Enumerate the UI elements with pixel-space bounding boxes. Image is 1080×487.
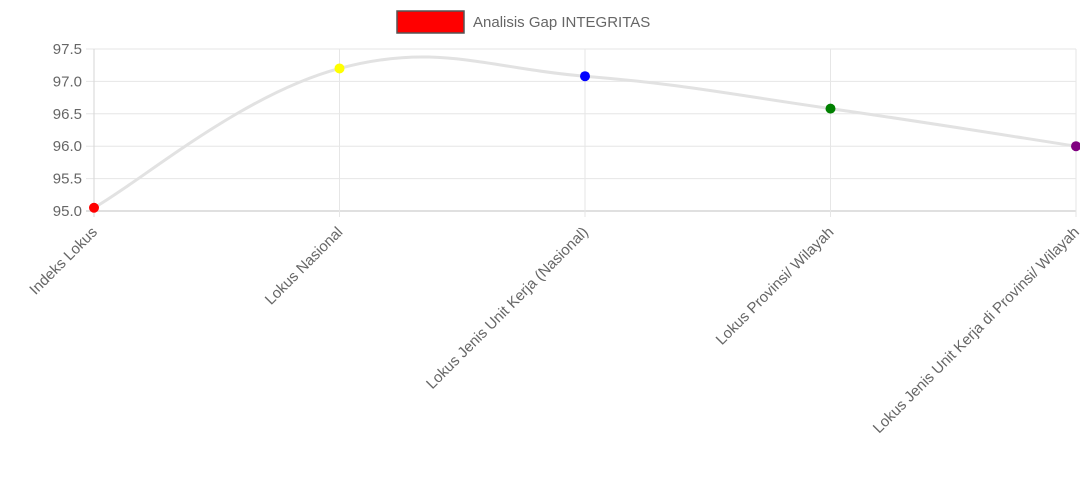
y-tick-label: 95.5 xyxy=(53,171,82,188)
legend-label: Analisis Gap INTEGRITAS xyxy=(473,14,650,31)
y-tick-label: 97.0 xyxy=(53,73,82,90)
x-tick-label: Lokus Provinsi/ Wilayah xyxy=(713,224,838,349)
y-axis-ticks: 97.5 97.0 96.5 96.0 95.5 95.0 xyxy=(53,41,82,220)
y-tick-label: 97.5 xyxy=(53,41,82,58)
grid-layer xyxy=(86,48,1077,217)
data-point[interactable] xyxy=(334,63,345,74)
y-tick-label: 96.5 xyxy=(53,106,82,123)
x-axis-ticks: Indeks Lokus Lokus Nasional Lokus Jenis Un… xyxy=(26,224,1080,437)
legend[interactable]: Analisis Gap INTEGRITAS xyxy=(396,10,650,34)
x-tick-label: Lokus Jenis Unit Kerja (Nasional) xyxy=(423,224,592,393)
y-tick-label: 95.0 xyxy=(53,203,82,220)
x-tick-label: Indeks Lokus xyxy=(26,224,101,299)
x-tick-label: Lokus Nasional xyxy=(262,224,347,309)
data-point[interactable] xyxy=(1071,141,1080,152)
data-point[interactable] xyxy=(825,103,836,114)
data-point[interactable] xyxy=(89,202,99,213)
data-points[interactable] xyxy=(89,63,1080,213)
y-tick-label: 96.0 xyxy=(53,138,82,155)
x-tick-label: Lokus Jenis Unit Kerja di Provinsi/ Wila… xyxy=(870,224,1080,437)
legend-swatch xyxy=(396,10,465,34)
data-point[interactable] xyxy=(580,71,590,82)
